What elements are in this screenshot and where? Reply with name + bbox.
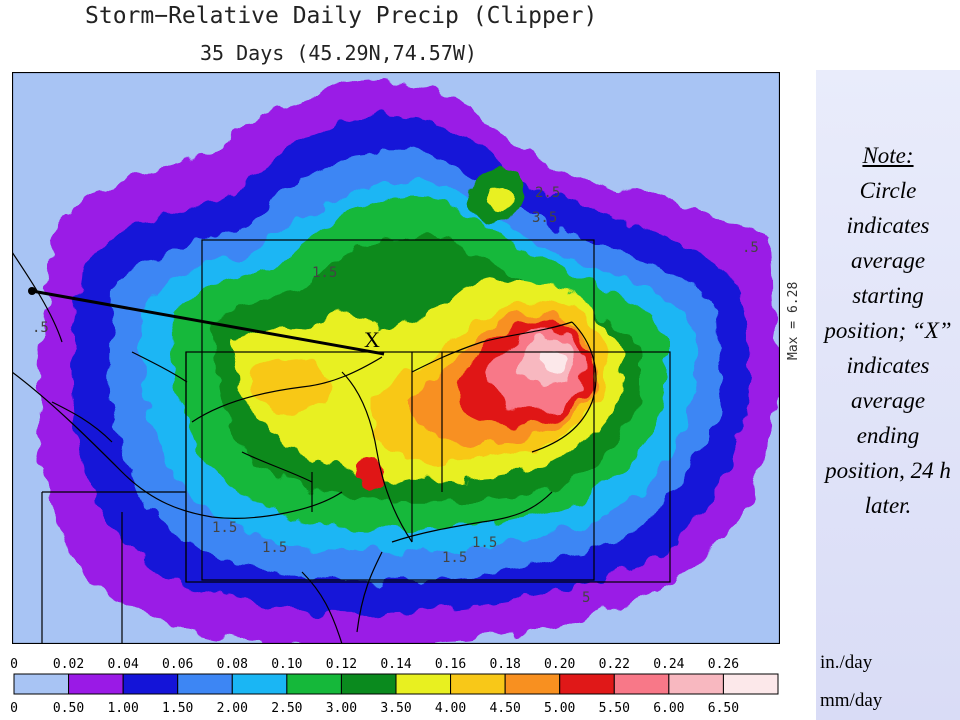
start-circle — [28, 287, 36, 295]
legend-tick-label: 0.14 — [380, 657, 411, 672]
color-legend: 0 0.02 0.04 0.06 0.08 0.10 0.12 0.14 0.16 0.18 0.2… — [10, 657, 779, 716]
legend-tick-label: 2.00 — [217, 701, 248, 716]
contour-label: 5 — [582, 590, 590, 606]
legend-tick-label: 3.50 — [380, 701, 411, 716]
region-boxes — [41, 239, 671, 644]
legend-swatch — [559, 673, 615, 695]
contour-labels: 2.5 3.5 1.5 1.5 1.5 1.5 1.5 .5 .5 5 — [32, 185, 759, 606]
note-body: Circle indicates average starting positi… — [824, 178, 952, 518]
map-subtitle: 35 Days (45.29N,74.57W) — [200, 41, 477, 65]
contour-label: 1.5 — [212, 520, 237, 536]
legend-swatch — [13, 673, 70, 695]
legend-tick-label: 0.18 — [489, 657, 520, 672]
contour-label: 1.5 — [472, 535, 497, 551]
note-panel: Note: Circle indicates average starting … — [816, 70, 960, 720]
legend-tick-label: 0.16 — [435, 657, 466, 672]
legend-tick-label: 2.50 — [271, 701, 302, 716]
legend-tick-label: 6.50 — [708, 701, 739, 716]
legend-swatch — [286, 673, 342, 695]
legend-color-bar — [13, 673, 779, 695]
legend-swatch — [231, 673, 288, 695]
legend-tick-label: 1.50 — [162, 701, 193, 716]
note-heading: Note: — [862, 143, 914, 168]
geography-lines — [12, 251, 597, 644]
legend-tick-label: 0 — [10, 657, 18, 672]
storm-track-line — [31, 289, 385, 356]
legend-tick-label: 0.24 — [653, 657, 684, 672]
legend-tick-label: 4.00 — [435, 701, 466, 716]
legend-tick-label: 0.20 — [544, 657, 575, 672]
legend-tick-label: 0.06 — [162, 657, 193, 672]
legend-tick-label: 3.00 — [326, 701, 357, 716]
end-x-marker: X — [364, 327, 380, 352]
contour-label: 1.5 — [442, 550, 467, 566]
legend-swatch — [613, 673, 670, 695]
legend-swatch — [177, 673, 233, 695]
map-title: Storm−Relative Daily Precip (Clipper) — [85, 3, 598, 29]
legend-tick-label: 0.10 — [271, 657, 302, 672]
legend-tick-label: 0.50 — [53, 701, 84, 716]
legend-tick-label: 6.00 — [653, 701, 684, 716]
contour-label: 2.5 — [535, 185, 560, 201]
legend-swatch — [395, 673, 452, 695]
legend-tick-label: 0.04 — [107, 657, 138, 672]
contour-label: 1.5 — [312, 265, 337, 281]
mm-unit-label: mm/day — [820, 690, 883, 711]
legend-tick-label: 1.00 — [107, 701, 138, 716]
legend-tick-label: 0 — [10, 701, 18, 716]
precip-map: X 2.5 3.5 1.5 1.5 1.5 1.5 1.5 .5 .5 5 — [12, 72, 780, 644]
legend-swatch — [68, 673, 124, 695]
legend-tick-label: 0.12 — [326, 657, 357, 672]
contour-label: .5 — [742, 240, 759, 256]
legend-swatch — [722, 673, 779, 695]
precip-band-3.50-north — [485, 186, 511, 213]
storm-track: X — [28, 287, 385, 356]
legend-inch-ticks: 0 0.02 0.04 0.06 0.08 0.10 0.12 0.14 0.16 0.18 0.2… — [10, 657, 739, 672]
legend-swatch — [504, 673, 561, 695]
legend-swatch — [122, 673, 179, 695]
contour-label: 1.5 — [262, 540, 287, 556]
inch-unit-label: in./day — [820, 652, 873, 673]
legend-swatch — [668, 673, 724, 695]
max-value-label: Max = 6.28 — [782, 200, 812, 370]
precip-band-4.50-south — [356, 459, 387, 490]
legend-swatch — [340, 673, 397, 695]
contour-label: .5 — [32, 320, 49, 336]
legend-tick-label: 0.22 — [599, 657, 630, 672]
legend-tick-label: 4.50 — [489, 701, 520, 716]
note-text: Note: Circle indicates average starting … — [820, 138, 956, 523]
max-value-text: Max = 6.28 — [786, 281, 801, 360]
legend-tick-label: 0.26 — [708, 657, 739, 672]
contour-label: 3.5 — [532, 210, 557, 226]
legend-tick-label: 0.08 — [217, 657, 248, 672]
legend-tick-label: 5.50 — [599, 701, 630, 716]
legend-tick-label: 5.00 — [544, 701, 575, 716]
precip-band-3.50-west — [250, 358, 329, 412]
precip-band-6.50 — [540, 349, 568, 376]
map-frame — [12, 72, 780, 644]
legend-tick-label: 0.02 — [53, 657, 84, 672]
legend-mm-ticks: 0 0.50 1.00 1.50 2.00 2.50 3.00 3.50 4.00 4.50 5.0… — [10, 701, 739, 716]
legend-swatch — [450, 673, 506, 695]
